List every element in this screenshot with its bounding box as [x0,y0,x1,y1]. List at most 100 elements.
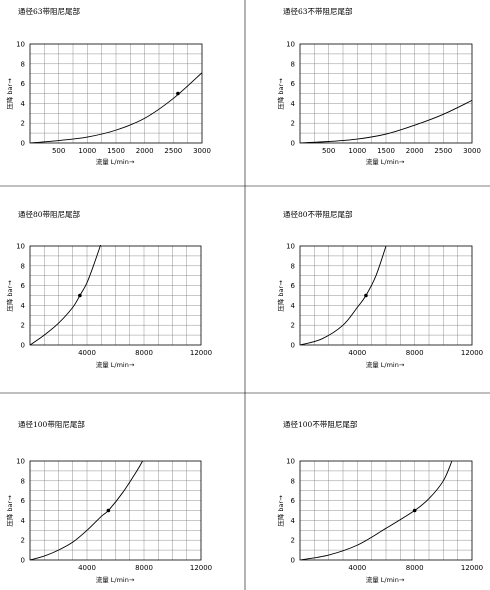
chart-title: 通径100带阻尼尾部 [18,419,85,429]
x-tick-label: 1500 [107,147,125,155]
chart-title: 通径80带阻尼尾部 [18,209,81,219]
plot-frame [29,245,202,346]
plot-frame [29,43,203,144]
y-tick-label: 2 [21,322,25,330]
data-point-marker [78,293,82,298]
plot-frame [299,245,473,346]
y-tick-label: 2 [291,322,295,330]
series-line [30,460,143,560]
plot-frame [29,460,202,561]
y-tick-label: 8 [291,60,295,68]
x-tick-label: 1000 [78,147,96,155]
x-tick-label: 3000 [463,147,481,155]
y-tick-label: 2 [291,537,295,545]
chart-title: 通径100不带阻尼尾部 [283,419,358,429]
y-tick-label: 0 [21,557,25,565]
x-tick-label: 12000 [190,349,212,357]
x-tick-label: 8000 [135,349,153,357]
data-point-marker [364,293,368,298]
grid [300,246,472,345]
y-tick-label: 6 [21,80,26,88]
y-axis-label: 压降 bar→ [5,280,14,312]
x-tick-label: 1500 [377,147,395,155]
x-axis-label: 流量 L/min→ [366,157,405,166]
x-tick-label: 8000 [135,564,153,572]
grid [30,461,201,560]
x-tick-label: 500 [322,147,335,155]
x-tick-label: 4000 [78,349,96,357]
series-line [30,72,202,143]
chart-title: 通径63不带阻尼尾部 [283,6,353,16]
x-tick-label: 8000 [406,564,424,572]
plot-frame [299,43,473,144]
grid [300,44,472,143]
x-tick-label: 500 [52,147,65,155]
series-line [300,245,387,345]
y-tick-label: 6 [291,497,296,505]
series-line [300,100,472,143]
chart-4: 通径80不带阻尼尾部 0 2 4 6 8 10 4000 8000 12000 流量 L/min→ 压… [276,209,483,369]
y-tick-label: 0 [21,342,25,350]
grid [30,246,201,345]
series-line [300,460,453,560]
grid [300,461,472,560]
x-tick-label: 8000 [406,349,424,357]
y-axis-label: 压降 bar→ [5,78,14,110]
x-axis-label: 流量 L/min→ [96,157,135,166]
x-tick-label: 4000 [348,349,366,357]
y-axis-label: 压降 bar→ [5,495,14,527]
y-tick-label: 4 [21,517,26,525]
y-tick-label: 6 [21,497,26,505]
y-tick-label: 4 [291,302,296,310]
y-tick-label: 8 [291,477,295,485]
x-tick-label: 12000 [190,564,212,572]
grid [30,44,202,143]
y-tick-label: 8 [21,60,25,68]
x-tick-label: 4000 [78,564,96,572]
y-tick-label: 0 [291,140,295,148]
chart-6: 通径100不带阻尼尾部 0 2 4 6 8 10 4000 8000 12000 流量 L/min→… [276,419,483,584]
data-point-marker [176,91,180,96]
x-tick-label: 3000 [193,147,211,155]
x-tick-label: 1000 [348,147,366,155]
y-tick-label: 4 [21,100,26,108]
x-tick-label: 2000 [136,147,154,155]
x-tick-label: 12000 [461,349,483,357]
y-tick-label: 10 [286,41,295,49]
chart-title: 通径80不带阻尼尾部 [283,209,353,219]
y-tick-label: 10 [16,41,25,49]
chart-3: 通径80带阻尼尾部 0 2 4 6 8 10 4000 8000 12000 流量 L/min→ 压降… [5,209,212,369]
y-tick-label: 4 [291,517,296,525]
x-axis-label: 流量 L/min→ [366,575,405,584]
y-tick-label: 6 [291,80,296,88]
chart-1: 通径63带阻尼尾部 0 2 4 6 8 10 500 1000 1500 2000 2500 3000 流… [5,6,211,166]
y-tick-label: 6 [291,282,296,290]
y-tick-label: 0 [21,140,25,148]
x-axis-label: 流量 L/min→ [96,575,135,584]
y-tick-label: 10 [286,243,295,251]
y-axis-label: 压降 bar→ [276,495,285,527]
y-tick-label: 4 [21,302,26,310]
y-tick-label: 2 [21,120,25,128]
y-tick-label: 10 [16,458,25,466]
plot-frame [299,460,473,561]
data-point-marker [412,508,417,513]
y-tick-label: 2 [21,537,25,545]
chart-2: 通径63不带阻尼尾部 0 2 4 6 8 10 500 1000 1500 2000 2500 3000… [276,6,481,166]
x-tick-label: 2000 [406,147,424,155]
x-axis-label: 流量 L/min→ [366,360,405,369]
y-tick-label: 10 [286,458,295,466]
y-tick-label: 0 [291,342,295,350]
x-tick-label: 2500 [434,147,452,155]
x-tick-label: 4000 [348,564,366,572]
y-tick-label: 4 [291,100,296,108]
x-axis-label: 流量 L/min→ [96,360,135,369]
series-line [30,245,102,345]
y-tick-label: 8 [291,262,295,270]
x-tick-label: 2500 [164,147,182,155]
y-tick-label: 6 [21,282,26,290]
chart-5: 通径100带阻尼尾部 0 2 4 6 8 10 4000 8000 12000 流量 L/min→ 压… [5,419,212,584]
y-tick-label: 0 [291,557,295,565]
